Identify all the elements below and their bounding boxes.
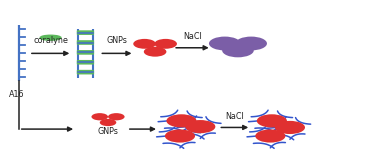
FancyBboxPatch shape	[77, 50, 94, 55]
Text: A16: A16	[9, 90, 25, 99]
Circle shape	[185, 120, 215, 133]
FancyBboxPatch shape	[77, 60, 94, 65]
Circle shape	[209, 37, 240, 50]
Circle shape	[166, 114, 197, 127]
Circle shape	[165, 129, 195, 143]
Circle shape	[91, 113, 108, 120]
Circle shape	[133, 39, 156, 49]
Circle shape	[275, 121, 305, 134]
Text: GNPs: GNPs	[98, 127, 118, 136]
Text: NaCl: NaCl	[183, 32, 202, 41]
Circle shape	[144, 47, 166, 57]
Circle shape	[108, 113, 125, 120]
Text: coralyne: coralyne	[33, 36, 68, 45]
Text: NaCl: NaCl	[225, 112, 244, 121]
Circle shape	[222, 43, 254, 57]
FancyBboxPatch shape	[77, 30, 94, 35]
Circle shape	[255, 129, 285, 143]
Circle shape	[154, 39, 177, 49]
Circle shape	[235, 37, 267, 50]
Circle shape	[257, 114, 287, 127]
FancyBboxPatch shape	[77, 70, 94, 74]
Ellipse shape	[40, 35, 61, 40]
Circle shape	[100, 119, 116, 126]
FancyBboxPatch shape	[77, 40, 94, 45]
Text: GNPs: GNPs	[107, 36, 127, 45]
